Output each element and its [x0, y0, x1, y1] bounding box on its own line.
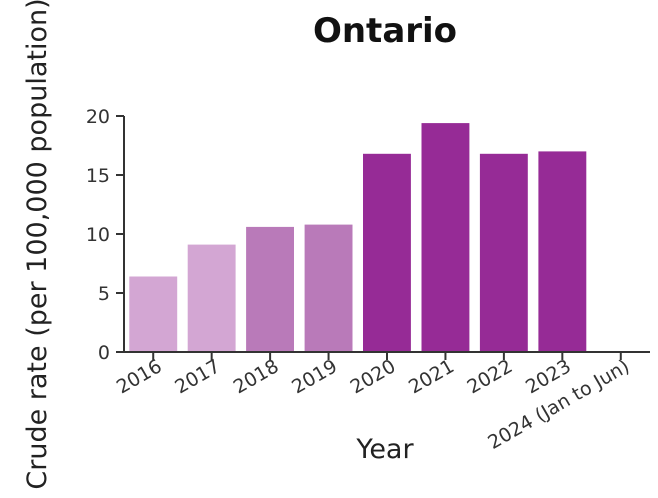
bar-2018: [246, 226, 294, 352]
x-tick-label-2019: 2019: [288, 355, 341, 398]
y-tick-label-15: 15: [86, 165, 110, 187]
bar-2017: [187, 244, 236, 352]
bar-2016: [129, 276, 178, 352]
x-tick-label-2020: 2020: [347, 355, 400, 398]
x-tick-label-2017: 2017: [171, 355, 224, 398]
y-tick-label-10: 10: [86, 224, 110, 246]
y-tick-label-0: 0: [98, 342, 110, 364]
bar-2023: [538, 151, 587, 352]
x-tick-label-2021: 2021: [405, 355, 458, 398]
x-tick-label-2022: 2022: [464, 355, 517, 398]
x-tick-label-2016: 2016: [113, 355, 166, 398]
x-tick-label-2018: 2018: [230, 355, 283, 398]
bar-2022: [479, 153, 528, 352]
bar-2020: [363, 153, 411, 352]
y-tick-label-5: 5: [98, 283, 110, 305]
bar-2019: [304, 224, 353, 352]
y-tick-label-20: 20: [86, 106, 110, 128]
bar-2021: [421, 123, 470, 352]
y-axis-label: Crude rate (per 100,000 population): [22, 0, 53, 490]
chart-title: Ontario: [313, 11, 457, 51]
x-axis-label: Year: [355, 434, 414, 465]
